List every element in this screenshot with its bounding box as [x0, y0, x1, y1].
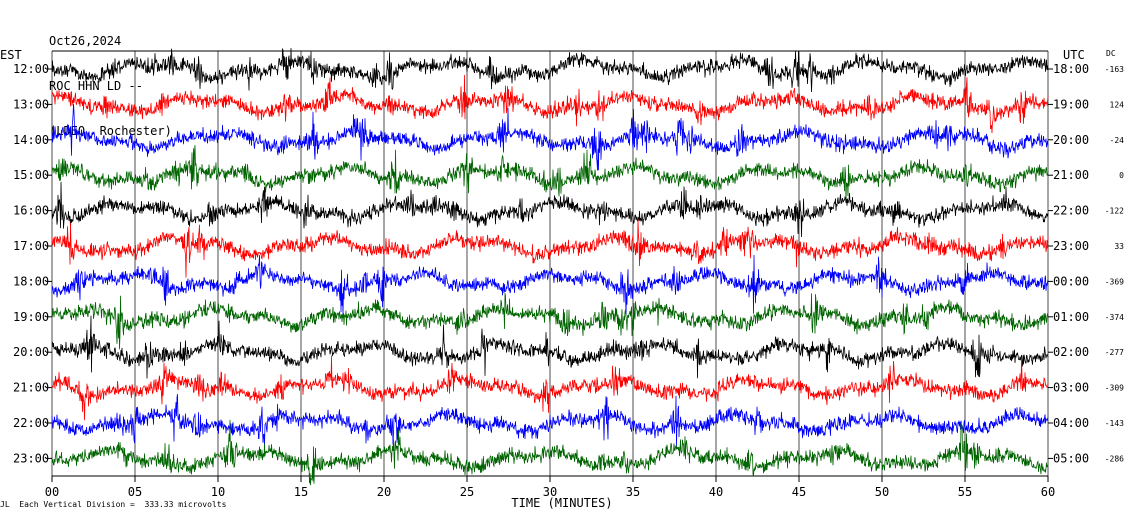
seismic-trace [51, 419, 1049, 486]
seismic-trace [51, 145, 1049, 202]
x-tick-label: 35 [626, 485, 640, 499]
footer-mark: JL [0, 500, 10, 509]
dc-offset-label: -163 [1105, 65, 1124, 74]
est-hour-label: 12:00 [13, 62, 49, 76]
x-tick-label: 30 [543, 485, 557, 499]
dc-offset-label: -369 [1105, 277, 1124, 286]
seismic-trace [51, 74, 1049, 134]
dc-offset-label: -374 [1105, 313, 1124, 322]
est-hour-label: 21:00 [13, 381, 49, 395]
dc-axis-title: DC [1106, 49, 1116, 58]
x-tick-label: 60 [1041, 485, 1055, 499]
dc-offset-label: -143 [1105, 419, 1124, 428]
dc-offset-label: -24 [1110, 136, 1125, 145]
dc-offset-label: -309 [1105, 384, 1124, 393]
est-hour-label: 18:00 [13, 274, 49, 288]
x-tick-label: 40 [709, 485, 723, 499]
est-hour-label: 15:00 [13, 168, 49, 182]
date-label: Oct26,2024 [49, 34, 122, 48]
x-tick-label: 45 [792, 485, 806, 499]
seismic-trace [51, 394, 1049, 447]
utc-hour-label: 21:00 [1053, 168, 1089, 182]
utc-hour-label: 22:00 [1053, 204, 1089, 218]
x-tick-label: 25 [460, 485, 474, 499]
utc-hour-label: 18:00 [1053, 62, 1089, 76]
dc-offset-label: 33 [1114, 242, 1124, 251]
utc-axis-title: UTC [1063, 48, 1085, 62]
utc-hour-label: 23:00 [1053, 239, 1089, 253]
utc-hour-label: 05:00 [1053, 451, 1089, 465]
dc-offset-label: -277 [1105, 348, 1124, 357]
x-axis-title: TIME (MINUTES) [511, 496, 612, 510]
est-hour-label: 20:00 [13, 345, 49, 359]
est-hour-label: 22:00 [13, 416, 49, 430]
est-hour-label: 17:00 [13, 239, 49, 253]
utc-hour-label: 00:00 [1053, 274, 1089, 288]
dc-offset-label: -122 [1105, 207, 1124, 216]
x-tick-label: 00 [45, 485, 59, 499]
est-hour-label: 19:00 [13, 310, 49, 324]
est-hour-label: 23:00 [13, 451, 49, 465]
x-tick-label: 50 [875, 485, 889, 499]
x-tick-label: 05 [128, 485, 142, 499]
est-hour-label: 16:00 [13, 204, 49, 218]
est-hour-label: 13:00 [13, 97, 49, 111]
seismic-trace [51, 254, 1049, 315]
station-label: ROC HHN LD -- [49, 79, 143, 93]
seismic-trace [51, 181, 1049, 238]
seismic-trace [51, 48, 1049, 93]
est-axis-title: EST [0, 48, 22, 62]
x-tick-label: 55 [958, 485, 972, 499]
dc-offset-label: 0 [1119, 171, 1124, 180]
dc-offset-label: 124 [1110, 100, 1125, 109]
x-tick-label: 20 [377, 485, 391, 499]
utc-hour-label: 03:00 [1053, 381, 1089, 395]
seismic-trace [52, 355, 1049, 421]
utc-hour-label: 02:00 [1053, 345, 1089, 359]
seismic-trace [51, 293, 1049, 350]
est-hour-label: 14:00 [13, 133, 49, 147]
x-tick-label: 15 [294, 485, 308, 499]
seismic-trace [51, 219, 1049, 278]
utc-hour-label: 20:00 [1053, 133, 1089, 147]
utc-hour-label: 01:00 [1053, 310, 1089, 324]
seismic-trace [51, 315, 1049, 379]
scale-footer: JL Each Vertical Division = 333.33 micro… [0, 500, 226, 509]
utc-hour-label: 19:00 [1053, 97, 1089, 111]
seismic-trace [51, 103, 1049, 171]
vertical-division-note: Each Vertical Division = 333.33 microvol… [19, 500, 227, 509]
utc-hour-label: 04:00 [1053, 416, 1089, 430]
x-tick-label: 10 [211, 485, 225, 499]
dc-offset-label: -286 [1105, 454, 1124, 463]
